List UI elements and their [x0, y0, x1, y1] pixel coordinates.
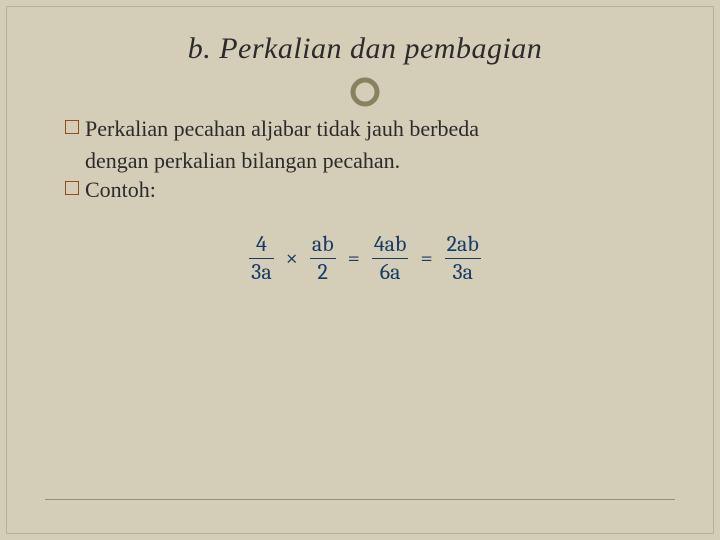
formula-container: 43a×ab2=4ab6a=2ab3a	[65, 229, 665, 284]
operator: ×	[284, 244, 300, 274]
bullet-text: Perkalian pecahan aljabar tidak jauh ber…	[85, 114, 665, 144]
fraction: 43a	[249, 233, 273, 284]
bullet-continuation: dengan perkalian bilangan pecahan.	[85, 146, 665, 176]
slide-title: b. Perkalian dan pembagian	[65, 32, 665, 66]
fraction: ab 2	[310, 233, 336, 284]
bullet-item: Perkalian pecahan aljabar tidak jauh ber…	[65, 114, 665, 144]
body-text: Perkalian pecahan aljabar tidak jauh ber…	[65, 114, 665, 284]
fraction-numerator: ab	[310, 233, 336, 256]
bullet-item: Contoh:	[65, 175, 665, 205]
operator: =	[418, 244, 434, 274]
fraction-denominator: 6a	[378, 261, 403, 284]
bottom-divider	[45, 499, 675, 500]
operator: =	[346, 244, 362, 274]
bullet-square-icon	[65, 181, 79, 195]
circle-decoration-icon	[349, 76, 381, 108]
fraction: 2ab3a	[445, 233, 481, 284]
fraction-numerator: 2ab	[445, 233, 481, 256]
fraction-denominator: 3a	[249, 261, 273, 284]
fraction-numerator: 4ab	[372, 233, 409, 256]
bullet-text: Contoh:	[85, 175, 665, 205]
fraction-numerator: 4	[254, 233, 269, 256]
fraction: 4ab6a	[372, 233, 409, 284]
slide-content: b. Perkalian dan pembagian Perkalian pec…	[65, 32, 665, 284]
math-formula: 43a×ab2=4ab6a=2ab3a	[249, 233, 481, 284]
fraction-denominator: 2	[316, 261, 330, 284]
bullet-square-icon	[65, 120, 79, 134]
fraction-denominator: 3a	[451, 261, 475, 284]
